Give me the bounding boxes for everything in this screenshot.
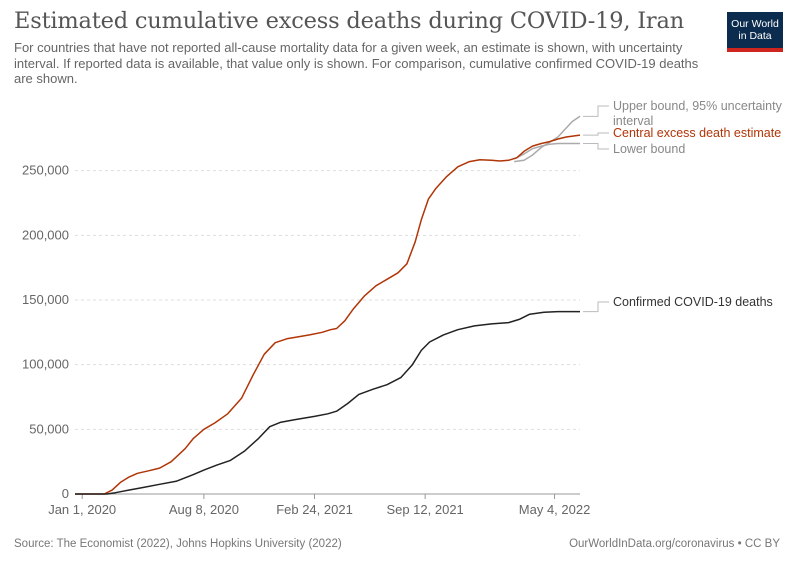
x-tick-label: May 4, 2022 (519, 502, 591, 517)
logo-line-1: Our World (731, 18, 779, 30)
series-line-lower[interactable] (513, 142, 580, 160)
label-connector (583, 105, 609, 117)
logo-line-2: in Data (738, 30, 772, 42)
label-connector (583, 143, 609, 150)
label-connector (583, 301, 609, 313)
y-tick-label: 200,000 (22, 227, 69, 242)
x-tick-label: Aug 8, 2020 (169, 502, 239, 517)
y-tick-label: 0 (62, 486, 69, 501)
x-tick-label: Feb 24, 2021 (276, 502, 353, 517)
series-label-upper: Upper bound, 95% uncertainty interval (613, 99, 783, 128)
series-label-confirmed: Confirmed COVID-19 deaths (613, 295, 773, 309)
y-tick-label: 150,000 (22, 292, 69, 307)
series-label-central: Central excess death estimate (613, 126, 781, 140)
y-tick-label: 50,000 (29, 421, 69, 436)
series-line-central[interactable] (75, 134, 581, 495)
chart-title: Estimated cumulative excess deaths durin… (14, 8, 684, 34)
x-tick-label: Sep 12, 2021 (386, 502, 463, 517)
license-link[interactable]: OurWorldInData.org/coronavirus • CC BY (569, 538, 780, 550)
source-note: Source: The Economist (2022), Johns Hopk… (14, 538, 342, 550)
line-chart: 0 50,000 100,000 150,000 200,000 250,000 Jan 1… (22, 99, 783, 517)
series-line-upper[interactable] (514, 115, 581, 163)
x-tick-label: Jan 1, 2020 (48, 502, 116, 517)
chart-subtitle: For countries that have not reported all… (14, 40, 699, 86)
series-label-lower: Lower bound (613, 142, 685, 156)
label-connector (583, 132, 609, 136)
y-tick-label: 250,000 (22, 163, 69, 178)
series-line-confirmed[interactable] (75, 310, 580, 495)
y-tick-label: 100,000 (22, 357, 69, 372)
owid-logo[interactable]: Our World in Data (727, 12, 783, 52)
